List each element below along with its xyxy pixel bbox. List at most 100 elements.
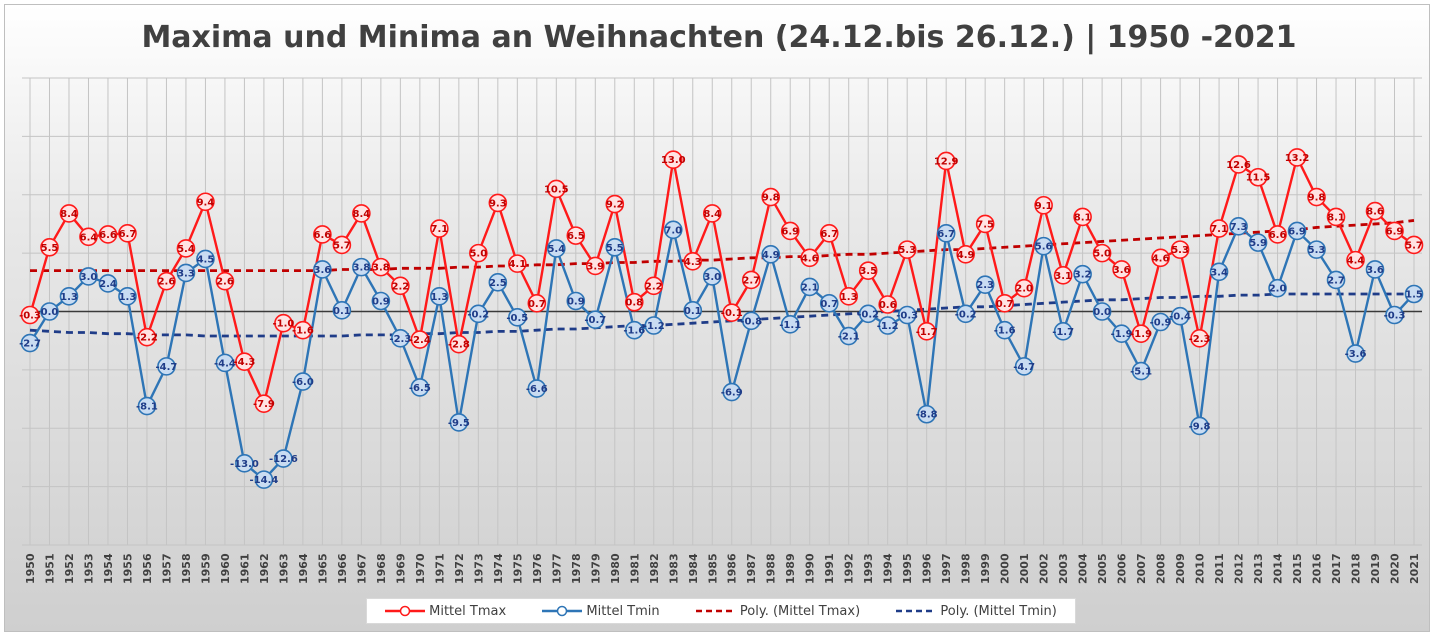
point-tmin (975, 275, 995, 294)
point-tmin (176, 263, 196, 283)
point-tmin (59, 287, 79, 306)
point-tmax (1268, 225, 1287, 244)
point-tmin (780, 315, 800, 334)
point-tmax (702, 204, 722, 223)
x-tick-label: 1964 (297, 553, 310, 584)
data-label-tmin: -13.0 (230, 459, 259, 470)
x-tick-label: 1954 (102, 553, 115, 584)
data-label-tmin: 2.7 (1327, 275, 1345, 286)
data-label-tmax: 4.4 (1347, 256, 1365, 267)
point-tmin (663, 220, 683, 240)
x-tick-label: 2007 (1135, 553, 1148, 584)
data-label-tmax: -2.2 (136, 333, 158, 344)
data-label-tmin: -2.3 (389, 334, 411, 345)
data-label-tmax: 9.2 (606, 200, 624, 211)
data-label-tmax: -1.9 (1130, 329, 1152, 340)
legend-dashed-line-icon (695, 609, 736, 613)
point-tmin (235, 453, 254, 473)
data-label-tmax: 12.9 (934, 156, 959, 167)
x-tick-label: 1983 (667, 553, 680, 584)
point-tmin (995, 320, 1014, 340)
point-tmax (235, 352, 254, 372)
point-tmin (1073, 264, 1092, 284)
point-tmin (527, 379, 547, 398)
data-label-tmin: -3.6 (1345, 349, 1367, 360)
data-label-tmin: -0.4 (1169, 312, 1191, 323)
x-tick-label: 2020 (1389, 553, 1402, 584)
point-tmin (624, 320, 644, 340)
point-tmax (624, 292, 644, 312)
data-label-tmin: 2.1 (801, 282, 819, 293)
legend: Mittel Tmax Mittel Tmin Poly. (Mittel Tm… (366, 598, 1076, 624)
point-tmin (1131, 361, 1151, 381)
data-label-tmin: -12.6 (269, 454, 298, 465)
data-label-tmax: 13.2 (1285, 153, 1310, 164)
point-tmax (683, 251, 703, 271)
data-label-tmin: -0.3 (1384, 311, 1406, 322)
data-label-tmax: 4.3 (684, 257, 702, 268)
point-tmax (741, 270, 761, 290)
x-tick-label: 2012 (1233, 553, 1246, 584)
data-label-tmax: 7.5 (976, 219, 994, 230)
trend-line-tmin (29, 292, 1414, 338)
data-label-tmax: 5.7 (1405, 240, 1423, 251)
data-label-tmax: 6.6 (314, 230, 332, 241)
point-tmin (800, 277, 820, 297)
x-tick-label: 2003 (1057, 553, 1070, 584)
point-tmax (352, 204, 371, 223)
x-tick-label: 1971 (433, 553, 446, 584)
point-tmax (644, 276, 664, 296)
point-tmax (79, 227, 98, 247)
point-tmin (508, 308, 527, 327)
point-tmin (40, 302, 59, 321)
data-label-tmax: 6.7 (820, 229, 838, 240)
point-tmax (1151, 248, 1170, 268)
data-label-tmin: -4.4 (214, 358, 236, 369)
data-label-tmax: 3.6 (1113, 265, 1131, 276)
x-tick-label: 2018 (1350, 553, 1363, 584)
x-tick-label: 1997 (940, 553, 953, 584)
x-tick-label: 2004 (1077, 553, 1090, 584)
data-label-tmin: -1.2 (877, 321, 899, 332)
data-label-tmin: 0.7 (820, 299, 838, 310)
point-tmax (936, 151, 956, 171)
data-label-tmax: 11.5 (1246, 173, 1271, 184)
data-label-tmax: 9.8 (1308, 193, 1326, 204)
x-tick-label: 1963 (277, 553, 290, 584)
x-tick-label: 2019 (1369, 553, 1382, 584)
point-tmax (20, 305, 40, 325)
data-label-tmin: 3.2 (1074, 270, 1092, 281)
data-label-tmax: 9.3 (489, 198, 507, 209)
point-tmax (157, 271, 176, 291)
x-tick-label: 1981 (628, 553, 641, 584)
data-label-tmax: 0.7 (996, 299, 1014, 310)
x-tick-label: 1967 (355, 553, 368, 584)
point-tmin (1229, 216, 1248, 236)
data-label-tmin: -0.3 (896, 311, 918, 322)
point-tmin (644, 316, 664, 335)
data-label-tmin: -6.6 (526, 384, 548, 395)
point-tmax (663, 150, 683, 170)
point-tmin (1307, 240, 1326, 259)
legend-item-poly-tmin: Poly. (Mittel Tmin) (896, 603, 1057, 619)
data-label-tmax: 7.1 (430, 224, 448, 235)
point-tmin (917, 404, 936, 424)
data-label-tmin: 5.4 (547, 244, 565, 255)
data-label-tmax: 0.7 (528, 299, 546, 310)
x-tick-label: 1955 (121, 553, 134, 584)
point-tmin (449, 413, 469, 432)
point-tmax (274, 313, 293, 333)
x-tick-label: 2021 (1408, 553, 1421, 584)
legend-label-poly-tmin: Poly. (Mittel Tmin) (940, 603, 1057, 619)
point-tmin (274, 449, 293, 468)
data-label-tmin: -0.5 (506, 313, 528, 324)
data-label-tmax: 6.9 (1386, 226, 1404, 237)
point-tmin (1346, 344, 1365, 363)
data-label-tmin: -0.7 (584, 315, 606, 326)
point-tmax (878, 295, 897, 314)
point-tmin (196, 249, 215, 269)
data-label-tmax: 2.7 (742, 275, 760, 286)
data-label-tmax: 8.1 (1327, 212, 1345, 223)
data-label-tmax: 9.1 (1035, 201, 1053, 212)
point-tmax (196, 192, 215, 212)
